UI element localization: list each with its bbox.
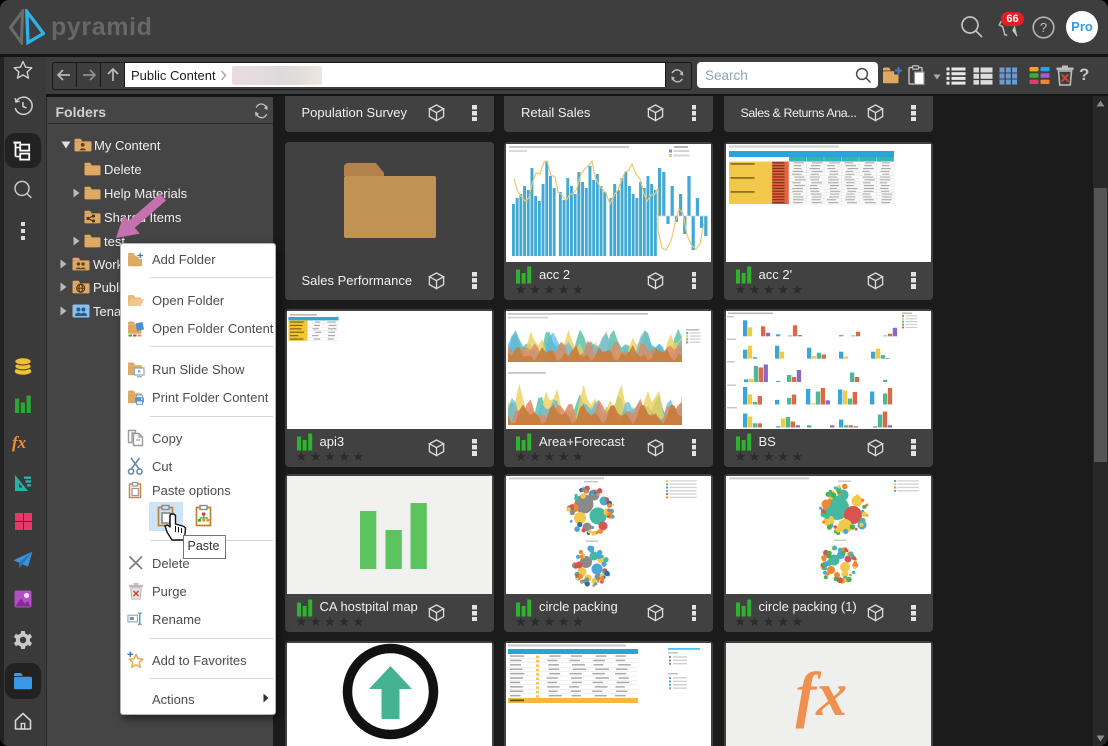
svg-text:?: ? xyxy=(1040,20,1047,35)
